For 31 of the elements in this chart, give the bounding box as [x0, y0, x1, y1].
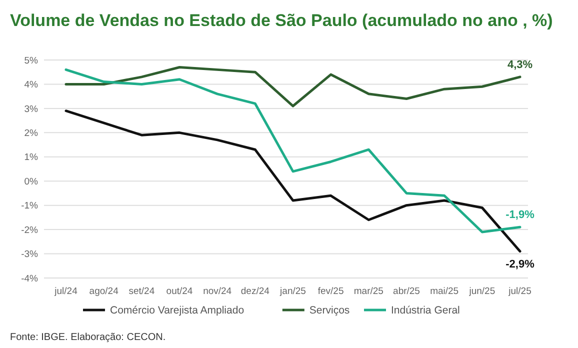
x-tick-label: dez/24	[240, 286, 270, 297]
y-tick-label: -1%	[21, 200, 39, 212]
x-tick-label: ago/24	[89, 286, 118, 297]
x-tick-label: abr/25	[393, 286, 420, 297]
y-tick-label: 4%	[24, 80, 39, 91]
y-tick-label: -2%	[21, 224, 39, 236]
y-tick-label: 2%	[24, 128, 39, 139]
x-tick-label: jul/24	[54, 286, 78, 297]
x-tick-label: out/24	[166, 286, 193, 297]
x-tick-label: jun/25	[468, 286, 496, 297]
y-tick-label: 5%	[24, 55, 39, 66]
x-tick-label: mai/25	[430, 286, 459, 297]
data-label: -2,9%	[506, 258, 535, 270]
y-tick-label: 0%	[24, 176, 39, 188]
source-note: Fonte: IBGE. Elaboração: CECON.	[10, 332, 166, 343]
x-tick-label: jan/25	[279, 286, 306, 297]
chart-title: Volume de Vendas no Estado de São Paulo (acumulado no ano , %)	[10, 11, 553, 30]
legend-label: Comércio Varejista Ampliado	[110, 304, 244, 317]
x-tick-label: mar/25	[354, 286, 384, 297]
y-tick-label: 1%	[24, 152, 39, 164]
x-tick-label: nov/24	[203, 286, 232, 297]
data-label: -1,9%	[506, 209, 535, 222]
x-tick-label: fev/25	[318, 286, 344, 297]
y-tick-label: -4%	[21, 273, 39, 284]
x-tick-label: set/24	[128, 286, 155, 297]
legend-label: Indústria Geral	[391, 304, 460, 317]
x-tick-label: jul/25	[508, 286, 532, 297]
data-label: 4,3%	[507, 58, 533, 71]
y-tick-label: -3%	[21, 249, 39, 260]
y-tick-label: 3%	[24, 104, 39, 115]
legend-label: Serviços	[309, 304, 350, 317]
